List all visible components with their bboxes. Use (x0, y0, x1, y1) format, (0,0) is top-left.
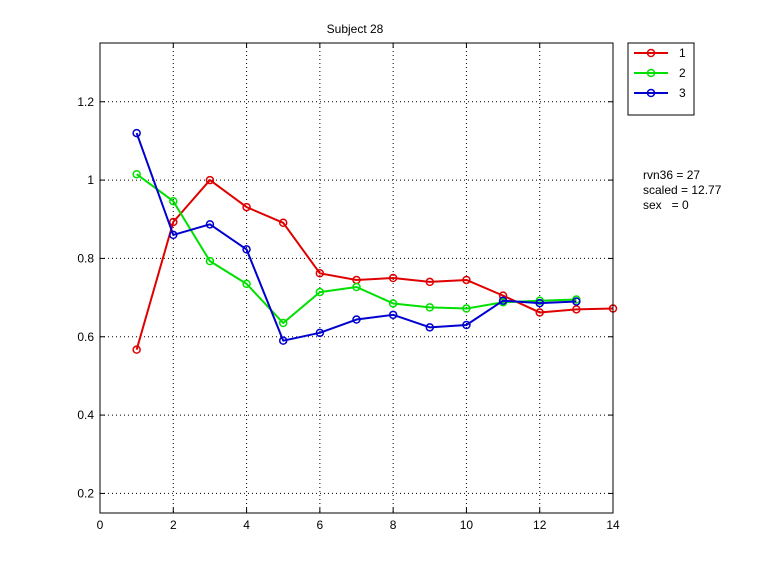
series-line-1 (135, 179, 614, 350)
x-tick-label: 10 (460, 518, 474, 532)
legend-marker-3 (646, 88, 656, 98)
series-3-point (169, 230, 178, 240)
series-3-point (498, 296, 508, 305)
x-tick-label: 8 (390, 518, 397, 532)
legend: 1 2 3 (627, 42, 695, 116)
chart-title: Subject 28 (327, 22, 384, 36)
series-line-2 (136, 173, 577, 325)
series-3-point (205, 220, 215, 229)
y-tick-label: 1 (87, 173, 94, 187)
annotation-scaled: scaled = 12.77 (643, 183, 722, 197)
series-2-point (425, 303, 435, 312)
series-2-point (205, 256, 215, 266)
x-tick-label: 0 (97, 518, 104, 532)
y-tick-label: 0.6 (77, 330, 94, 344)
series-1-point (388, 273, 398, 283)
series-1-point (425, 277, 435, 287)
legend-label-1: 1 (679, 46, 686, 60)
series-2-point (315, 287, 325, 297)
legend-label-3: 3 (679, 86, 686, 100)
series-3-point (315, 328, 325, 338)
series-1-point (205, 175, 215, 185)
y-tick-label: 0.8 (77, 251, 94, 265)
series-3-point (278, 336, 288, 345)
series-1-point (169, 217, 178, 227)
axes-box (99, 42, 614, 514)
series-3-point (572, 297, 581, 306)
series-line-3 (135, 132, 577, 342)
legend-marker-2 (646, 68, 656, 78)
series-2-point (169, 196, 178, 206)
series-2-point (132, 169, 141, 179)
series-2-point (462, 304, 471, 313)
x-tick-label: 2 (170, 518, 177, 532)
series-2-point (278, 318, 288, 328)
series-2-point (388, 299, 398, 308)
series-1-point (278, 218, 288, 228)
annotation-sex: sex = 0 (643, 198, 689, 212)
series-2-point (242, 279, 251, 289)
series-3-point (462, 320, 471, 330)
y-tick-label: 0.4 (77, 408, 94, 422)
series-1-point (572, 305, 581, 314)
x-tick-label: 4 (243, 518, 250, 532)
legend-label-2: 2 (679, 66, 686, 80)
series-1-point (462, 275, 471, 285)
series-1-point (242, 202, 251, 212)
series-layer (132, 128, 618, 354)
legend-marker-1 (646, 48, 656, 58)
series-1-point (132, 345, 141, 354)
legend-box (627, 42, 695, 116)
series-1-point (315, 269, 325, 278)
series-2-point (352, 282, 361, 292)
axis-ticks: 0 2 4 6 8 10 12 14 0.2 0.4 0.6 0.8 1 1.2 (77, 43, 620, 532)
series-3-point (388, 310, 398, 320)
y-tick-label: 0.2 (77, 486, 94, 500)
x-tick-label: 12 (533, 518, 547, 532)
series-3-point (132, 128, 141, 138)
series-3-point (242, 245, 251, 254)
series-3-point (535, 298, 544, 308)
series-3-point (352, 315, 361, 324)
series-3-point (425, 323, 435, 332)
series-1-point (535, 308, 544, 317)
y-tick-label: 1.2 (77, 95, 94, 109)
grid-lines (100, 43, 613, 513)
x-tick-label: 6 (317, 518, 324, 532)
annotation-rvn36: rvn36 = 27 (643, 168, 701, 182)
x-tick-label: 14 (606, 518, 620, 532)
